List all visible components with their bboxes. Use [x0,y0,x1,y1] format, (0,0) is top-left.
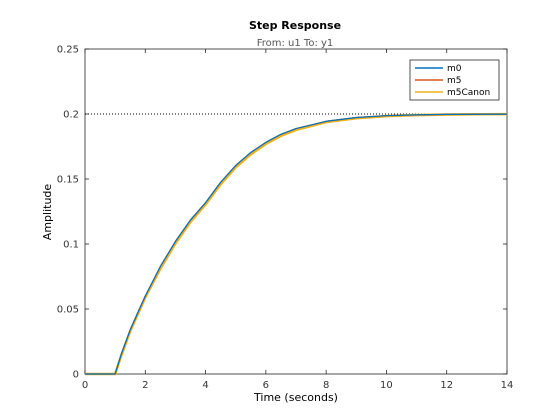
legend-label-m0: m0 [447,64,462,74]
legend-label-m5canon: m5Canon [447,88,490,98]
x-tick-label: 2 [142,380,148,391]
y-tick-label: 0.25 [57,45,79,56]
y-tick-label: 0.15 [57,175,79,186]
plot-area [84,48,508,375]
legend: m0 m5 m5Canon [409,59,500,101]
legend-label-m5: m5 [447,76,462,86]
x-tick-label: 10 [380,380,393,391]
x-tick-label: 6 [263,380,269,391]
x-tick-label: 0 [82,380,88,391]
series-line-m0 [85,113,508,375]
chart-title: Step Response [249,19,341,32]
x-tick-label: 8 [323,380,329,391]
x-tick-label: 12 [440,380,453,391]
y-tick-label: 0.1 [63,240,79,251]
x-tick-label: 14 [501,380,514,391]
x-axis-label: Time (seconds) [253,391,338,404]
y-tick-label: 0.2 [63,110,79,121]
y-axis-label: Amplitude [41,184,54,241]
series-lines [85,112,508,376]
x-tick-label: 4 [202,380,208,391]
x-axis-ticks: 0 2 4 6 8 10 12 14 [82,49,514,391]
y-tick-label: 0 [73,370,79,381]
y-axis-ticks: 0 0.05 0.1 0.15 0.2 0.25 [57,45,507,381]
y-tick-label: 0.05 [57,305,79,316]
chart-subtitle: From: u1 To: y1 [257,38,334,49]
